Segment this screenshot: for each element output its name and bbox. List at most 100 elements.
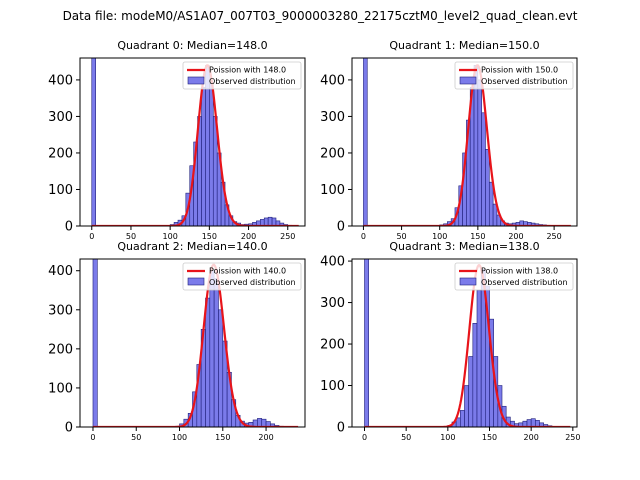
legend-label: Poission with 138.0 bbox=[481, 267, 558, 276]
histogram-bar bbox=[468, 356, 474, 427]
y-tick-label: 300 bbox=[48, 110, 73, 125]
legend-box bbox=[182, 262, 302, 291]
y-tick-label: 0 bbox=[65, 421, 73, 436]
x-tick-label: 150 bbox=[202, 232, 217, 241]
x-tick-label: 100 bbox=[440, 433, 455, 442]
histogram-bar bbox=[472, 322, 478, 427]
x-tick-label: 200 bbox=[508, 232, 523, 241]
x-tick-label: 150 bbox=[470, 232, 485, 241]
y-tick-label: 200 bbox=[320, 338, 345, 353]
x-tick-label: 50 bbox=[131, 433, 141, 442]
x-tick-label: 100 bbox=[172, 433, 187, 442]
histogram-bar bbox=[473, 65, 479, 226]
x-tick-label: 250 bbox=[565, 433, 580, 442]
y-tick-label: 200 bbox=[48, 146, 73, 161]
x-tick-label: 50 bbox=[396, 232, 406, 241]
legend-label: Poission with 148.0 bbox=[209, 66, 286, 75]
y-tick-label: 200 bbox=[320, 146, 345, 161]
histogram-bar bbox=[92, 259, 98, 427]
legend-label: Poission with 140.0 bbox=[209, 267, 286, 276]
y-tick-label: 0 bbox=[337, 421, 345, 436]
plot-area bbox=[92, 259, 299, 427]
legend-label: Observed distribution bbox=[209, 278, 296, 287]
y-tick-label: 200 bbox=[48, 342, 73, 357]
legend-patch-swatch bbox=[459, 277, 477, 286]
y-tick-label: 300 bbox=[48, 303, 73, 318]
histogram-bar bbox=[488, 181, 494, 226]
legend: Poission with 138.0 Observed distribution bbox=[454, 262, 574, 291]
y-tick-label: 100 bbox=[320, 379, 345, 394]
panel-title: Quadrant 3: Median=138.0 bbox=[389, 240, 539, 253]
histogram-bar bbox=[271, 217, 277, 226]
histogram-bar bbox=[261, 418, 267, 427]
panel-title: Quadrant 0: Median=148.0 bbox=[117, 39, 267, 52]
histogram-bar bbox=[464, 385, 469, 427]
x-tick-label: 0 bbox=[90, 433, 95, 442]
legend-patch-swatch bbox=[459, 76, 477, 85]
plot-area bbox=[91, 58, 299, 226]
legend-box bbox=[454, 61, 574, 90]
chart-panel-2: Quadrant 2: Median=140.0 0 100 200 300 400 0 50… bbox=[48, 240, 306, 442]
x-tick-label: 200 bbox=[241, 232, 256, 241]
poisson-curve bbox=[363, 64, 571, 226]
legend-patch-swatch bbox=[187, 277, 205, 286]
legend-label: Poission with 150.0 bbox=[481, 66, 558, 75]
subplot-grid: Quadrant 0: Median=148.0 0 100 200 300 400 0 50… bbox=[48, 39, 580, 442]
y-tick-label: 300 bbox=[320, 110, 345, 125]
chart-panel-0: Quadrant 0: Median=148.0 0 100 200 300 400 0 50… bbox=[48, 39, 306, 241]
legend-label: Observed distribution bbox=[481, 77, 568, 86]
x-tick-label: 200 bbox=[524, 433, 539, 442]
histogram-bar bbox=[257, 418, 263, 427]
x-tick-label: 250 bbox=[280, 232, 295, 241]
axes-frame bbox=[79, 258, 306, 428]
x-tick-label: 0 bbox=[362, 433, 367, 442]
histogram-bar bbox=[201, 86, 206, 226]
y-tick-label: 0 bbox=[337, 220, 345, 235]
y-tick-label: 400 bbox=[48, 73, 73, 88]
x-tick-label: 250 bbox=[546, 232, 561, 241]
chart-panel-1: Quadrant 1: Median=150.0 0 100 200 300 400 0 50… bbox=[320, 39, 578, 241]
histogram-bar bbox=[460, 410, 465, 427]
histogram-bar bbox=[485, 149, 490, 226]
histogram-bar bbox=[530, 418, 536, 427]
plot-area bbox=[363, 58, 571, 226]
y-tick-label: 300 bbox=[320, 296, 345, 311]
histogram-bar bbox=[481, 112, 486, 226]
x-tick-label: 150 bbox=[215, 433, 230, 442]
figure-suptitle: Data file: modeM0/AS1A07_007T03_90000032… bbox=[63, 9, 578, 23]
histogram-bar bbox=[91, 58, 96, 226]
legend-patch-swatch bbox=[187, 76, 205, 85]
axes-frame bbox=[351, 258, 578, 428]
y-tick-label: 0 bbox=[65, 220, 73, 235]
x-tick-label: 50 bbox=[126, 232, 136, 241]
y-tick-label: 400 bbox=[320, 255, 345, 270]
plot-area bbox=[364, 259, 571, 427]
chart-panel-3: Quadrant 3: Median=138.0 0 100 200 300 400 0 50… bbox=[320, 240, 580, 442]
panel-title: Quadrant 1: Median=150.0 bbox=[389, 39, 539, 52]
y-tick-label: 400 bbox=[48, 264, 73, 279]
axes-frame bbox=[79, 57, 306, 227]
x-tick-label: 50 bbox=[401, 433, 411, 442]
histogram-bar bbox=[526, 419, 532, 427]
y-tick-label: 100 bbox=[48, 183, 73, 198]
histogram-bar bbox=[364, 259, 369, 427]
histogram-bar bbox=[267, 216, 273, 226]
poisson-curve bbox=[92, 263, 299, 427]
legend-label: Observed distribution bbox=[481, 278, 568, 287]
histogram-bar bbox=[363, 58, 368, 226]
y-tick-label: 100 bbox=[320, 183, 345, 198]
histogram-bar bbox=[205, 297, 211, 427]
legend-box bbox=[454, 262, 574, 291]
poisson-curve bbox=[91, 64, 299, 226]
panel-title: Quadrant 2: Median=140.0 bbox=[117, 240, 267, 253]
histogram-bar bbox=[476, 289, 482, 427]
legend-label: Observed distribution bbox=[209, 77, 296, 86]
x-tick-label: 100 bbox=[163, 232, 178, 241]
x-tick-label: 100 bbox=[432, 232, 447, 241]
histogram-bar bbox=[213, 278, 219, 427]
histogram-bar bbox=[218, 309, 224, 427]
y-tick-label: 400 bbox=[320, 73, 345, 88]
legend: Poission with 148.0 Observed distribution bbox=[182, 61, 302, 90]
x-tick-label: 0 bbox=[89, 232, 94, 241]
